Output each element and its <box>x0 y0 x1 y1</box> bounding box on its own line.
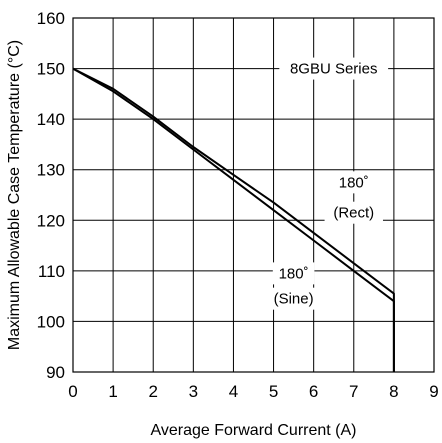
x-tick-label: 3 <box>189 382 198 401</box>
x-tick-label: 6 <box>309 382 318 401</box>
x-tick-label: 1 <box>108 382 117 401</box>
annotation-label: (Rect) <box>333 205 374 222</box>
x-axis-label: Average Forward Current (A) <box>151 422 357 439</box>
x-tick-label: 8 <box>389 382 398 401</box>
annotation-background <box>332 171 375 194</box>
annotations: 8GBU Series 180˚ (Rect) 180˚ (Sine) <box>264 57 389 310</box>
series-line-sine <box>72 67 395 372</box>
x-tick-labels: 0 1 2 3 4 5 6 7 8 9 <box>68 382 438 401</box>
y-axis-label: Maximum Allowable Case Temperature (°C) <box>6 40 23 350</box>
x-tick-label: 2 <box>148 382 157 401</box>
y-tick-label: 160 <box>37 9 65 28</box>
annotation-label: (Sine) <box>274 291 314 308</box>
x-tick-label: 0 <box>68 382 77 401</box>
x-tick-label: 7 <box>349 382 358 401</box>
annotation-background <box>264 287 323 310</box>
x-tick-label: 9 <box>429 382 438 401</box>
y-tick-label: 150 <box>37 60 65 79</box>
y-tick-label: 100 <box>37 312 65 331</box>
annotation-label: 8GBU Series <box>290 61 378 78</box>
annotation-label: 180˚ <box>339 174 369 191</box>
y-tick-label: 130 <box>37 161 65 180</box>
y-tick-label: 90 <box>46 363 65 382</box>
annotation-background <box>272 262 315 285</box>
annotation-label: 180˚ <box>279 265 309 282</box>
y-tick-label: 140 <box>37 110 65 129</box>
y-tick-labels: 90 100 110 120 130 140 150 160 <box>37 9 65 382</box>
plot-frame <box>72 17 435 373</box>
annotation-background <box>279 57 389 80</box>
y-tick-label: 120 <box>37 211 65 230</box>
y-tick-label: 110 <box>38 262 65 281</box>
series-line-rect <box>72 67 395 372</box>
annotation-background <box>324 201 383 224</box>
x-tick-label: 5 <box>269 382 278 401</box>
series-lines <box>72 67 395 372</box>
x-tick-label: 4 <box>229 382 238 401</box>
